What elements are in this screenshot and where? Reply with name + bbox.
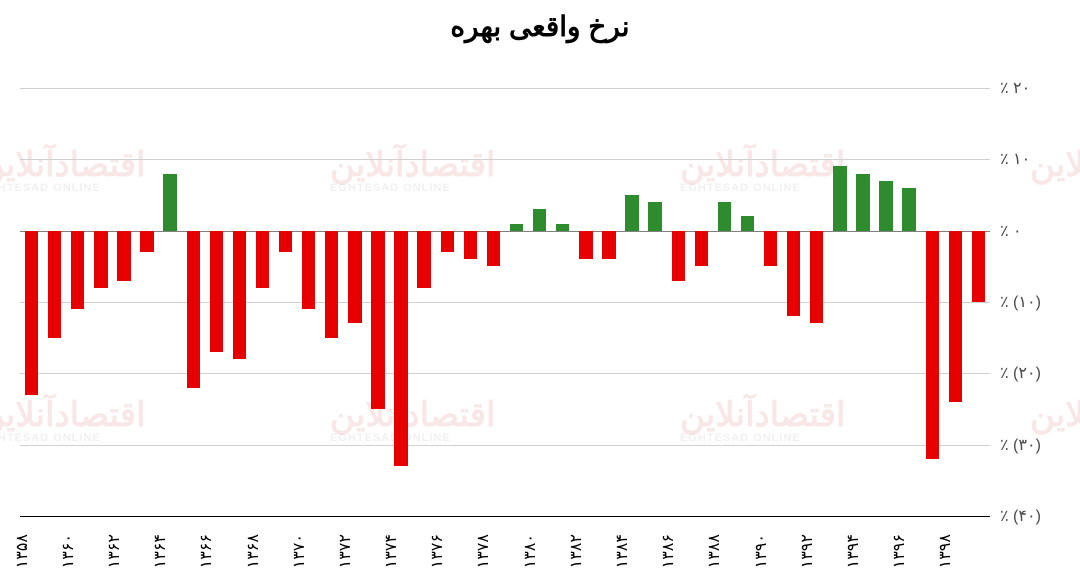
gridline xyxy=(20,373,990,374)
bar xyxy=(648,202,661,231)
bar xyxy=(348,231,361,324)
y-tick-label: (۳۰) ٪ xyxy=(1000,435,1070,455)
bar xyxy=(325,231,338,338)
x-tick-label: ۱۳۶۲ xyxy=(104,534,124,568)
watermark-main: اقتصادآنلاین xyxy=(1030,395,1080,435)
x-tick-label: ۱۳۷۴ xyxy=(381,534,401,568)
bar xyxy=(117,231,130,281)
bar xyxy=(256,231,269,288)
bar xyxy=(464,231,477,260)
x-tick-label: ۱۳۶۴ xyxy=(150,534,170,568)
x-tick-label: ۱۳۸۴ xyxy=(612,534,632,568)
bar xyxy=(417,231,430,288)
bar xyxy=(833,166,846,230)
bar xyxy=(510,224,523,231)
bar xyxy=(487,231,500,267)
bar xyxy=(441,231,454,252)
gridline xyxy=(20,445,990,446)
bar xyxy=(741,216,754,230)
x-tick-label: ۱۳۸۰ xyxy=(520,534,540,568)
chart-title: نرخ واقعی بهره xyxy=(0,10,1080,43)
bar xyxy=(672,231,685,281)
bar xyxy=(695,231,708,267)
chart-container: نرخ واقعی بهره اقتصادآنلاین EGHTESAD ONL… xyxy=(0,0,1080,587)
x-tick-label: ۱۳۵۸ xyxy=(12,534,32,568)
x-tick-label: ۱۳۶۰ xyxy=(58,534,78,568)
x-tick-label: ۱۳۹۶ xyxy=(889,534,909,568)
gridline xyxy=(20,159,990,160)
x-tick-label: ۱۳۹۴ xyxy=(843,534,863,568)
bar xyxy=(787,231,800,317)
gridline xyxy=(20,516,990,517)
bar xyxy=(233,231,246,359)
bar xyxy=(556,224,569,231)
bar xyxy=(718,202,731,231)
x-tick-label: ۱۳۹۸ xyxy=(935,534,955,568)
gridline xyxy=(20,302,990,303)
x-tick-label: ۱۳۸۶ xyxy=(658,534,678,568)
x-tick-label: ۱۳۸۲ xyxy=(566,534,586,568)
bar xyxy=(902,188,915,231)
x-tick-label: ۱۳۸۸ xyxy=(704,534,724,568)
bar xyxy=(187,231,200,388)
x-tick-label: ۱۳۹۰ xyxy=(751,534,771,568)
bar xyxy=(25,231,38,395)
x-tick-label: ۱۳۷۶ xyxy=(427,534,447,568)
plot-area xyxy=(20,88,990,516)
x-tick-label: ۱۳۶۶ xyxy=(196,534,216,568)
bar xyxy=(602,231,615,260)
bar xyxy=(856,174,869,231)
bar xyxy=(625,195,638,231)
bar xyxy=(879,181,892,231)
x-tick-label: ۱۳۹۲ xyxy=(797,534,817,568)
bar xyxy=(140,231,153,252)
bar xyxy=(394,231,407,466)
bar xyxy=(579,231,592,260)
x-tick-label: ۱۳۷۲ xyxy=(335,534,355,568)
y-tick-label: (۲۰) ٪ xyxy=(1000,363,1070,383)
x-tick-label: ۱۳۶۸ xyxy=(243,534,263,568)
y-tick-label: (۴۰) ٪ xyxy=(1000,506,1070,526)
bar xyxy=(972,231,985,302)
bar xyxy=(926,231,939,459)
bar xyxy=(163,174,176,231)
bar xyxy=(810,231,823,324)
bar xyxy=(764,231,777,267)
bar xyxy=(48,231,61,338)
bar xyxy=(949,231,962,402)
y-tick-label: (۱۰) ٪ xyxy=(1000,292,1070,312)
bar xyxy=(210,231,223,352)
x-tick-label: ۱۳۷۸ xyxy=(473,534,493,568)
bar xyxy=(279,231,292,252)
bar xyxy=(533,209,546,230)
bar xyxy=(371,231,384,409)
y-tick-label: ۲۰ ٪ xyxy=(1000,78,1070,98)
y-tick-label: ۱۰ ٪ xyxy=(1000,149,1070,169)
bar xyxy=(302,231,315,309)
x-tick-label: ۱۳۷۰ xyxy=(289,534,309,568)
y-tick-label: ۰ ٪ xyxy=(1000,221,1070,241)
bar xyxy=(71,231,84,309)
bar xyxy=(94,231,107,288)
